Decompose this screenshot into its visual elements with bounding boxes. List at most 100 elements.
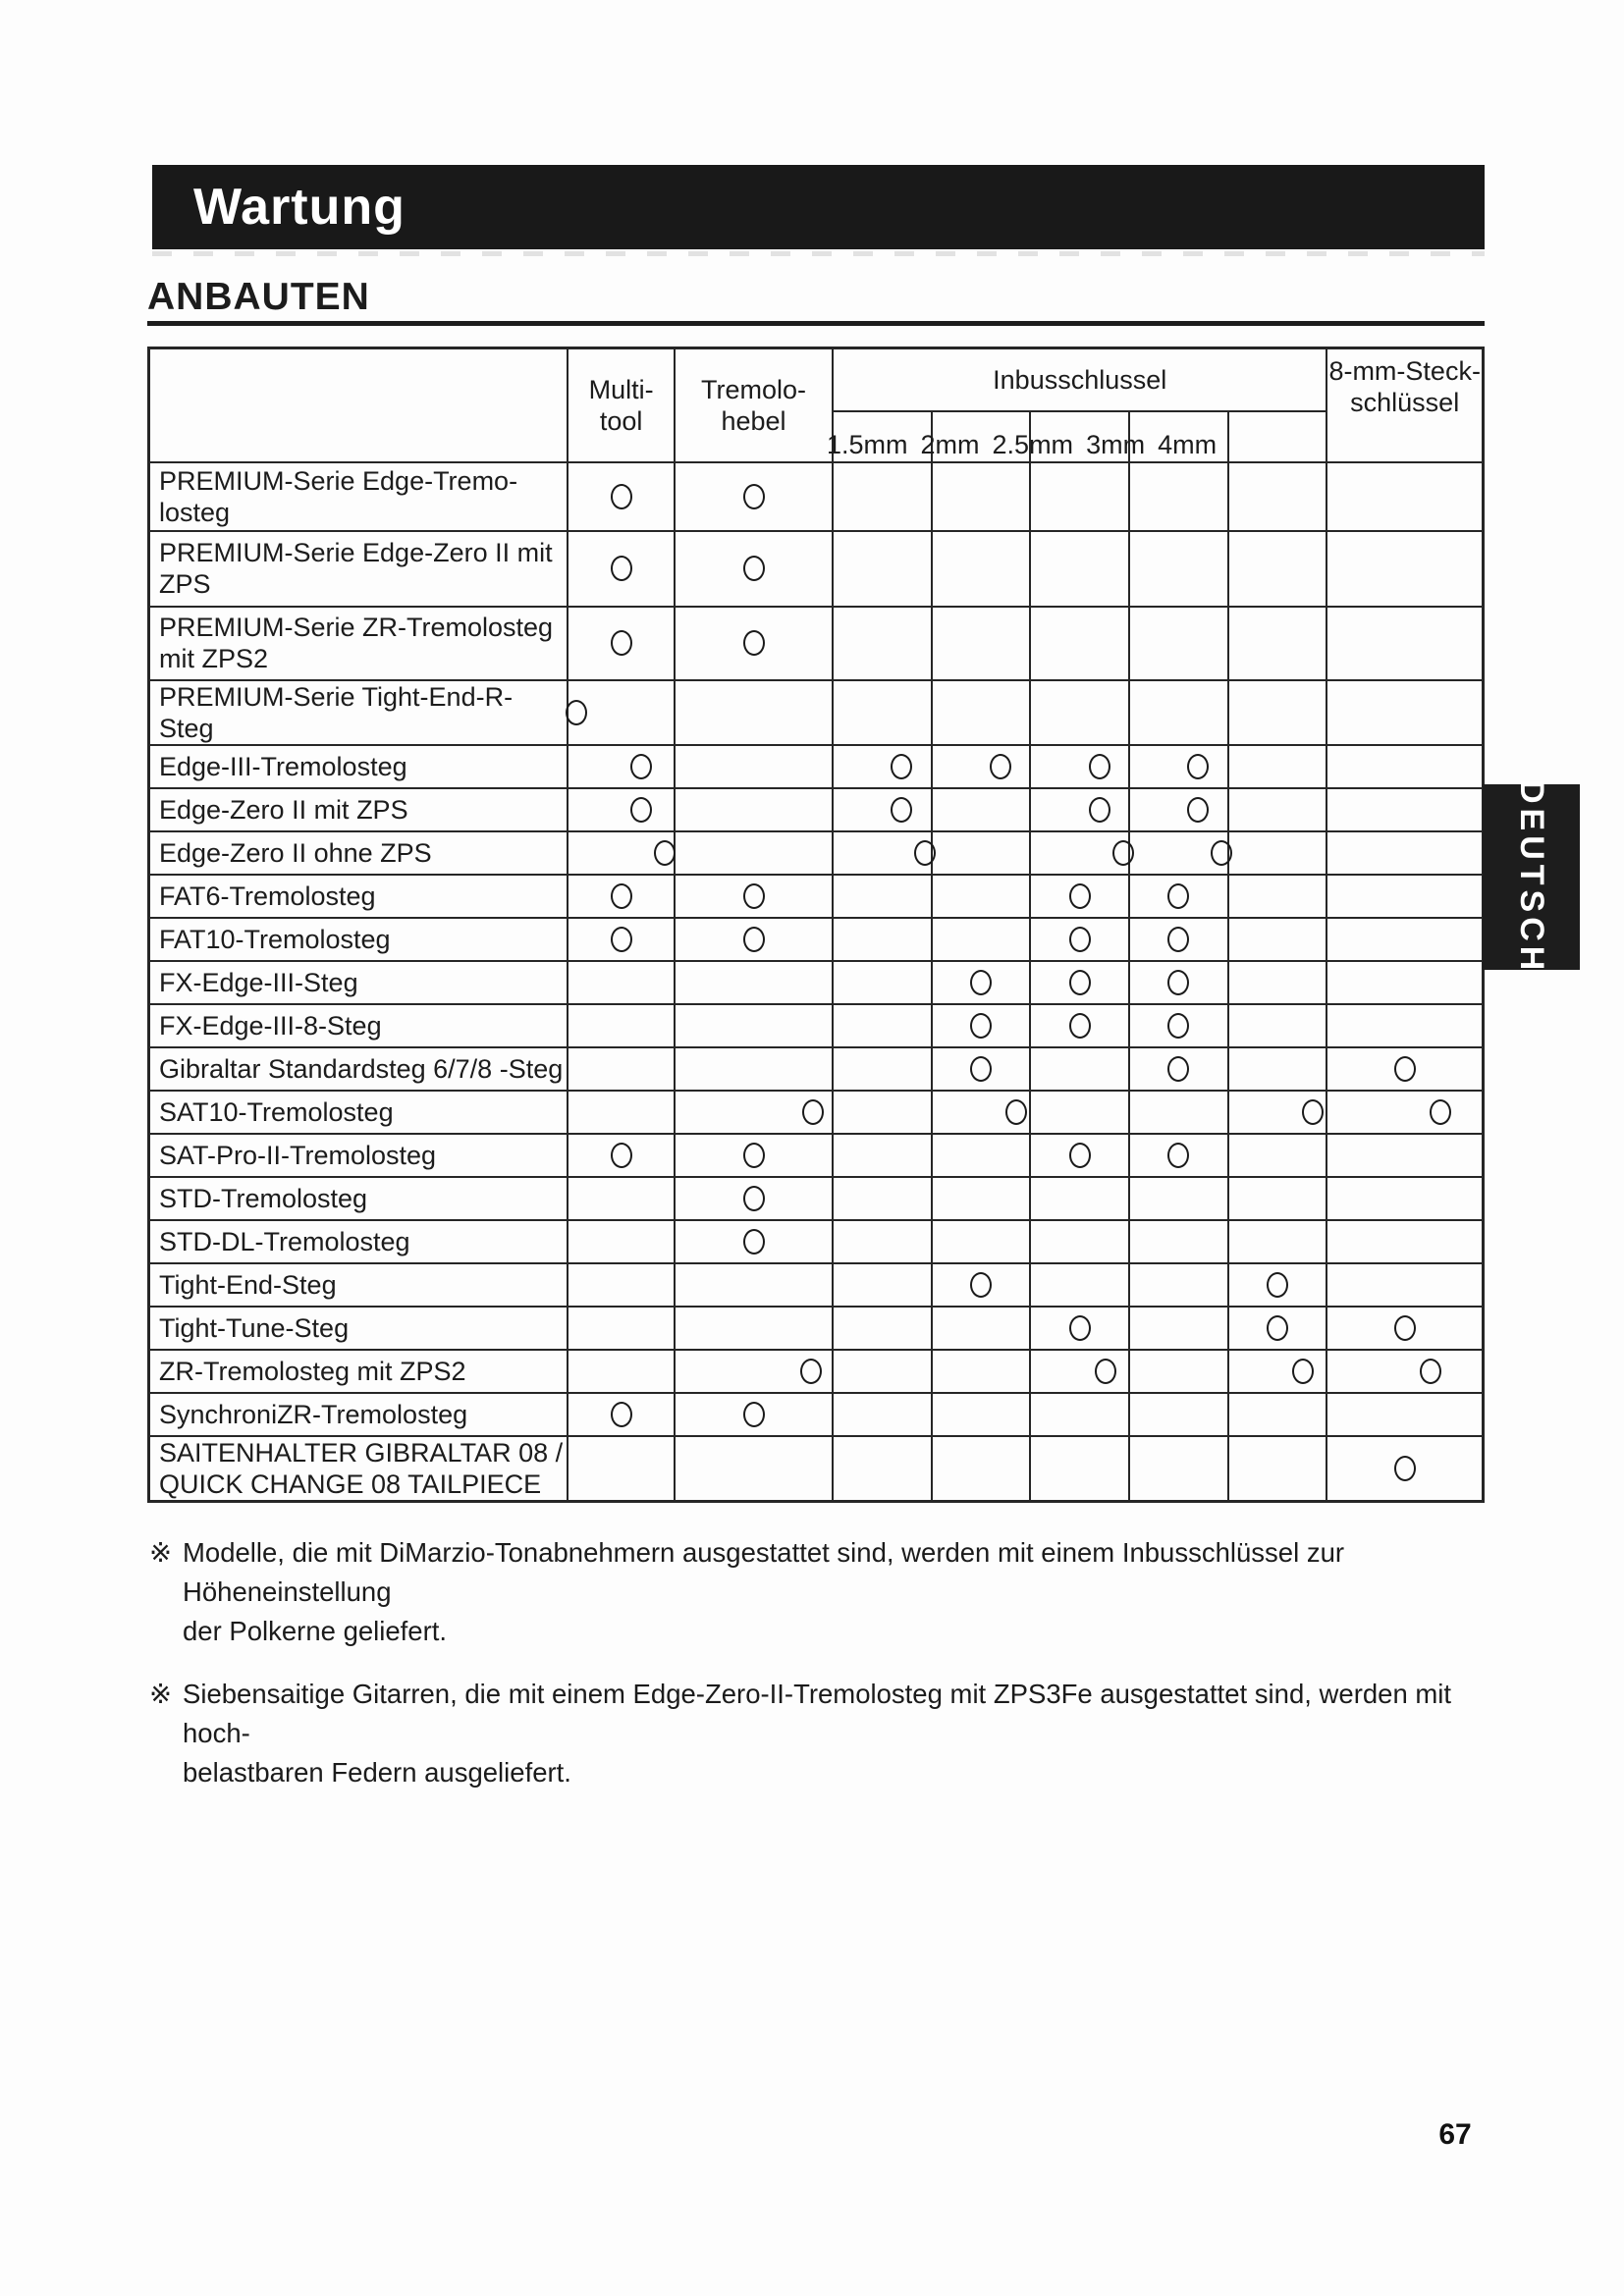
empty-cell [1326,1175,1485,1221]
empty-cell [930,786,1032,832]
bridge-name: SAT10-Tremolosteg [147,1089,569,1135]
table-row: ZR-Tremolosteg mit ZPS2 [147,1348,1485,1394]
tool-required-cell [567,460,676,532]
circle-mark [1211,839,1233,866]
circle-mark [1068,926,1091,952]
empty-cell [1128,1348,1229,1394]
tool-required-cell [673,1218,835,1264]
empty-cell [930,873,1032,919]
empty-cell [1226,916,1328,962]
empty-cell [1226,678,1328,746]
bridge-name: STD-DL-Tremolosteg [147,1218,569,1264]
multi-tool-header: Multi- tool [567,347,676,463]
tool-required-cell [673,1348,835,1394]
tool-required-cell [673,1089,835,1135]
bridge-name: ZR-Tremolosteg mit ZPS2 [147,1348,569,1394]
tool-required-cell [930,1045,1032,1092]
bridge-name: PREMIUM-Serie Tight-End-R-Steg [147,678,569,746]
tool-required-cell [1128,959,1229,1005]
chapter-title: Wartung [193,179,406,236]
empty-cell [1029,1175,1131,1221]
tool-required-cell [1326,1305,1485,1351]
empty-cell [930,1391,1032,1437]
empty-cell [1226,786,1328,832]
allen-size-cell [1226,409,1328,463]
empty-cell [567,1089,676,1135]
tool-required-cell [832,743,933,789]
circle-mark [1088,796,1110,823]
empty-cell [930,1348,1032,1394]
reference-mark-icon: ※ [149,1537,173,1568]
empty-cell [567,1002,676,1048]
table-row: PREMIUM-Serie Tight-End-R-Steg [147,678,1485,746]
empty-cell [1029,1045,1131,1092]
circle-mark [1111,839,1134,866]
allen-size-cell [1128,409,1229,463]
empty-cell [930,1434,1032,1502]
bridge-name: FAT10-Tremolosteg [147,916,569,962]
circle-mark [742,630,765,656]
circle-mark [1068,1012,1091,1039]
circle-mark [610,483,632,509]
tool-required-cell [1326,1045,1485,1092]
empty-cell [832,1089,933,1135]
circle-mark [1267,1271,1289,1298]
allen-size-label: 1.5mm [827,429,908,459]
tool-required-cell [1128,873,1229,919]
empty-cell [1226,460,1328,532]
bridge-name: SAT-Pro-II-Tremolosteg [147,1132,569,1178]
empty-cell [1128,1089,1229,1135]
empty-cell [832,959,933,1005]
socket-wrench-header-line2: schlüssel [1350,388,1460,417]
empty-cell [832,1218,933,1264]
empty-cell [673,1434,835,1502]
bridge-name: Gibraltar Standardsteg 6/7/8 -Steg [147,1045,569,1092]
circle-mark [1068,1142,1091,1168]
tool-required-cell [930,1261,1032,1308]
tool-required-cell [1128,829,1233,876]
empty-cell [930,605,1032,681]
circle-mark [1167,882,1190,909]
tool-required-cell [1128,743,1229,789]
circle-mark [610,1401,632,1427]
circle-mark [970,1055,993,1082]
empty-cell [1326,1391,1485,1437]
empty-cell [832,1434,933,1502]
empty-cell [832,605,933,681]
empty-cell [832,1132,933,1178]
tool-required-cell [1226,1089,1328,1135]
circle-mark [1167,926,1190,952]
empty-cell [1128,1434,1229,1502]
empty-cell [930,460,1032,532]
empty-cell [1226,529,1328,608]
empty-cell [832,1002,933,1048]
table-row: Tight-End-Steg [147,1261,1485,1308]
empty-cell [1326,1132,1485,1178]
tremolo-arm-header-line2: hebel [721,405,786,436]
tool-required-cell [832,786,933,832]
empty-cell [1029,605,1131,681]
table-row: SAT10-Tremolosteg [147,1089,1485,1135]
circle-mark [1292,1358,1315,1384]
circle-mark [970,969,993,995]
multi-tool-header-line2: tool [599,405,643,436]
multi-tool-header-line1: Multi- [588,374,654,404]
empty-cell [567,1218,676,1264]
empty-cell [1326,873,1485,919]
circle-mark [1302,1098,1325,1125]
bridge-table-body: PREMIUM-Serie Edge-Tremo- losteg PREMIUM-… [147,460,1485,1502]
table-row: PREMIUM-Serie ZR-Tremolosteg mit ZPS2 [147,605,1485,681]
footnote-text-line1: Modelle, die mit DiMarzio-Tonabnehmern a… [183,1537,1345,1607]
tool-required-cell [1128,1002,1229,1048]
empty-cell [1326,1218,1485,1264]
empty-cell [1226,1045,1328,1092]
empty-cell [673,743,835,789]
table-row: FAT10-Tremolosteg [147,916,1485,962]
bridge-name: FAT6-Tremolosteg [147,873,569,919]
empty-cell [832,678,933,746]
empty-cell [1326,529,1485,608]
circle-mark [629,753,652,779]
empty-cell [673,1305,835,1351]
circle-mark [610,556,632,581]
empty-cell [673,786,835,832]
